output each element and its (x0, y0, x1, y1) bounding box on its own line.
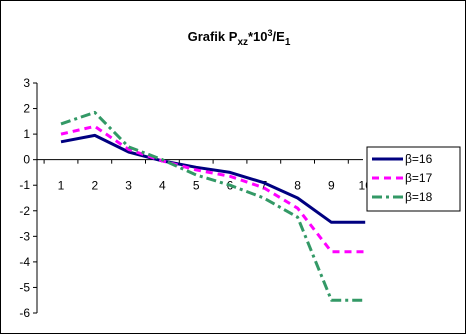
chart-title-tail: /E (273, 29, 286, 44)
x-tick-label: 3 (125, 179, 132, 193)
chart-title-sup: 3 (268, 28, 273, 38)
series-line-2 (60, 124, 366, 254)
series-line-1 (60, 133, 366, 224)
chart-title-sub: xz (237, 37, 248, 48)
x-tick-label: 8 (294, 179, 301, 193)
y-tick-label: -5 (19, 280, 30, 294)
y-tick-label: -3 (19, 229, 30, 243)
chart-title-base: Grafik P (188, 29, 238, 44)
chart-title-mid: *10 (248, 29, 268, 44)
chart-title-sub2: 1 (285, 37, 291, 48)
y-tick-label: -4 (19, 255, 30, 269)
y-tick-label: 0 (23, 153, 30, 167)
y-tick-label: -6 (19, 306, 30, 320)
x-tick-label: 5 (193, 179, 200, 193)
x-tick-label: 1 (58, 179, 65, 193)
y-tick-label: 2 (23, 102, 30, 116)
legend-label-3: β=18 (405, 190, 433, 204)
x-tick-label: 9 (328, 179, 335, 193)
chart-title: Grafik Pxz*103/E1 (188, 28, 291, 48)
legend-label-2: β=17 (405, 171, 433, 185)
x-tick-label: 7 (260, 179, 267, 193)
series-line-3 (60, 110, 366, 302)
legend: β=16 β=17 β=18 (366, 146, 461, 212)
y-tick-label: -1 (19, 178, 30, 192)
y-tick-label: 3 (23, 76, 30, 90)
y-tick-label: 1 (23, 127, 30, 141)
series-layer (60, 110, 366, 302)
y-tick-label: -2 (19, 204, 30, 218)
legend-label-1: β=16 (405, 152, 433, 166)
x-tick-label: 4 (159, 179, 166, 193)
x-tick-label: 2 (91, 179, 98, 193)
